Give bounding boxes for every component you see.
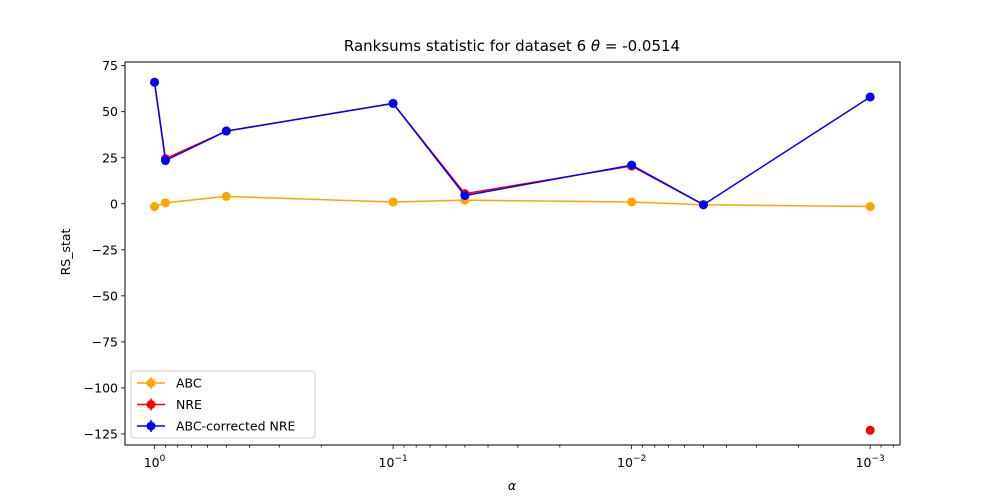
data-point <box>627 197 637 207</box>
data-point <box>627 160 637 170</box>
legend-label: ABC <box>176 376 202 391</box>
data-point <box>221 126 231 136</box>
data-point <box>150 77 160 87</box>
plot-frame <box>124 61 901 446</box>
x-tick-label: 100 <box>144 454 166 470</box>
series-abc-corrected-nre <box>150 77 875 210</box>
data-point <box>388 98 398 108</box>
series-line <box>153 82 704 206</box>
series-abc <box>150 191 875 212</box>
data-point <box>698 200 708 210</box>
data-point <box>160 156 170 166</box>
data-point <box>160 198 170 208</box>
plot-area: 75 50 25 0 −25 −50 −75 −100 −125 100 10−1 10−2 10−3 <box>84 58 901 470</box>
y-tick-label: −100 <box>84 380 118 395</box>
x-tick-label: 10−3 <box>856 454 885 470</box>
legend: ABC NRE ABC-corrected NRE <box>130 370 316 439</box>
data-point <box>865 92 875 102</box>
y-tick-label: −50 <box>92 288 118 303</box>
chart-title: Ranksums statistic for dataset 6 θ = -0.… <box>344 37 680 55</box>
series-line <box>154 195 871 208</box>
y-tick-label: 0 <box>110 196 118 211</box>
y-tick-label: 50 <box>102 104 118 119</box>
x-tick-label: 10−2 <box>617 454 646 470</box>
data-point <box>865 425 875 435</box>
y-tick-label: 75 <box>102 58 118 73</box>
y-axis-label: RS_stat <box>58 228 73 275</box>
legend-label: NRE <box>176 397 202 412</box>
x-axis-label: α <box>508 478 517 493</box>
x-tick-label: 10−1 <box>379 454 408 470</box>
legend-marker <box>146 400 156 409</box>
y-tick-label: −75 <box>92 334 118 349</box>
y-tick-label: −125 <box>84 426 118 441</box>
data-point <box>150 202 160 212</box>
legend-label: ABC-corrected NRE <box>176 419 296 434</box>
legend-marker <box>146 421 156 431</box>
legend-frame <box>130 370 316 439</box>
y-tick-label: −25 <box>92 242 118 257</box>
legend-marker <box>146 378 156 388</box>
y-tick-label: 25 <box>102 150 118 165</box>
legend-item: ABC-corrected NRE <box>137 419 296 434</box>
data-point <box>865 202 875 212</box>
legend-item: NRE <box>137 397 202 412</box>
legend-item: ABC <box>137 376 202 391</box>
data-point <box>388 197 398 207</box>
series-line <box>153 82 871 206</box>
data-point <box>460 190 470 200</box>
data-point <box>221 191 231 201</box>
